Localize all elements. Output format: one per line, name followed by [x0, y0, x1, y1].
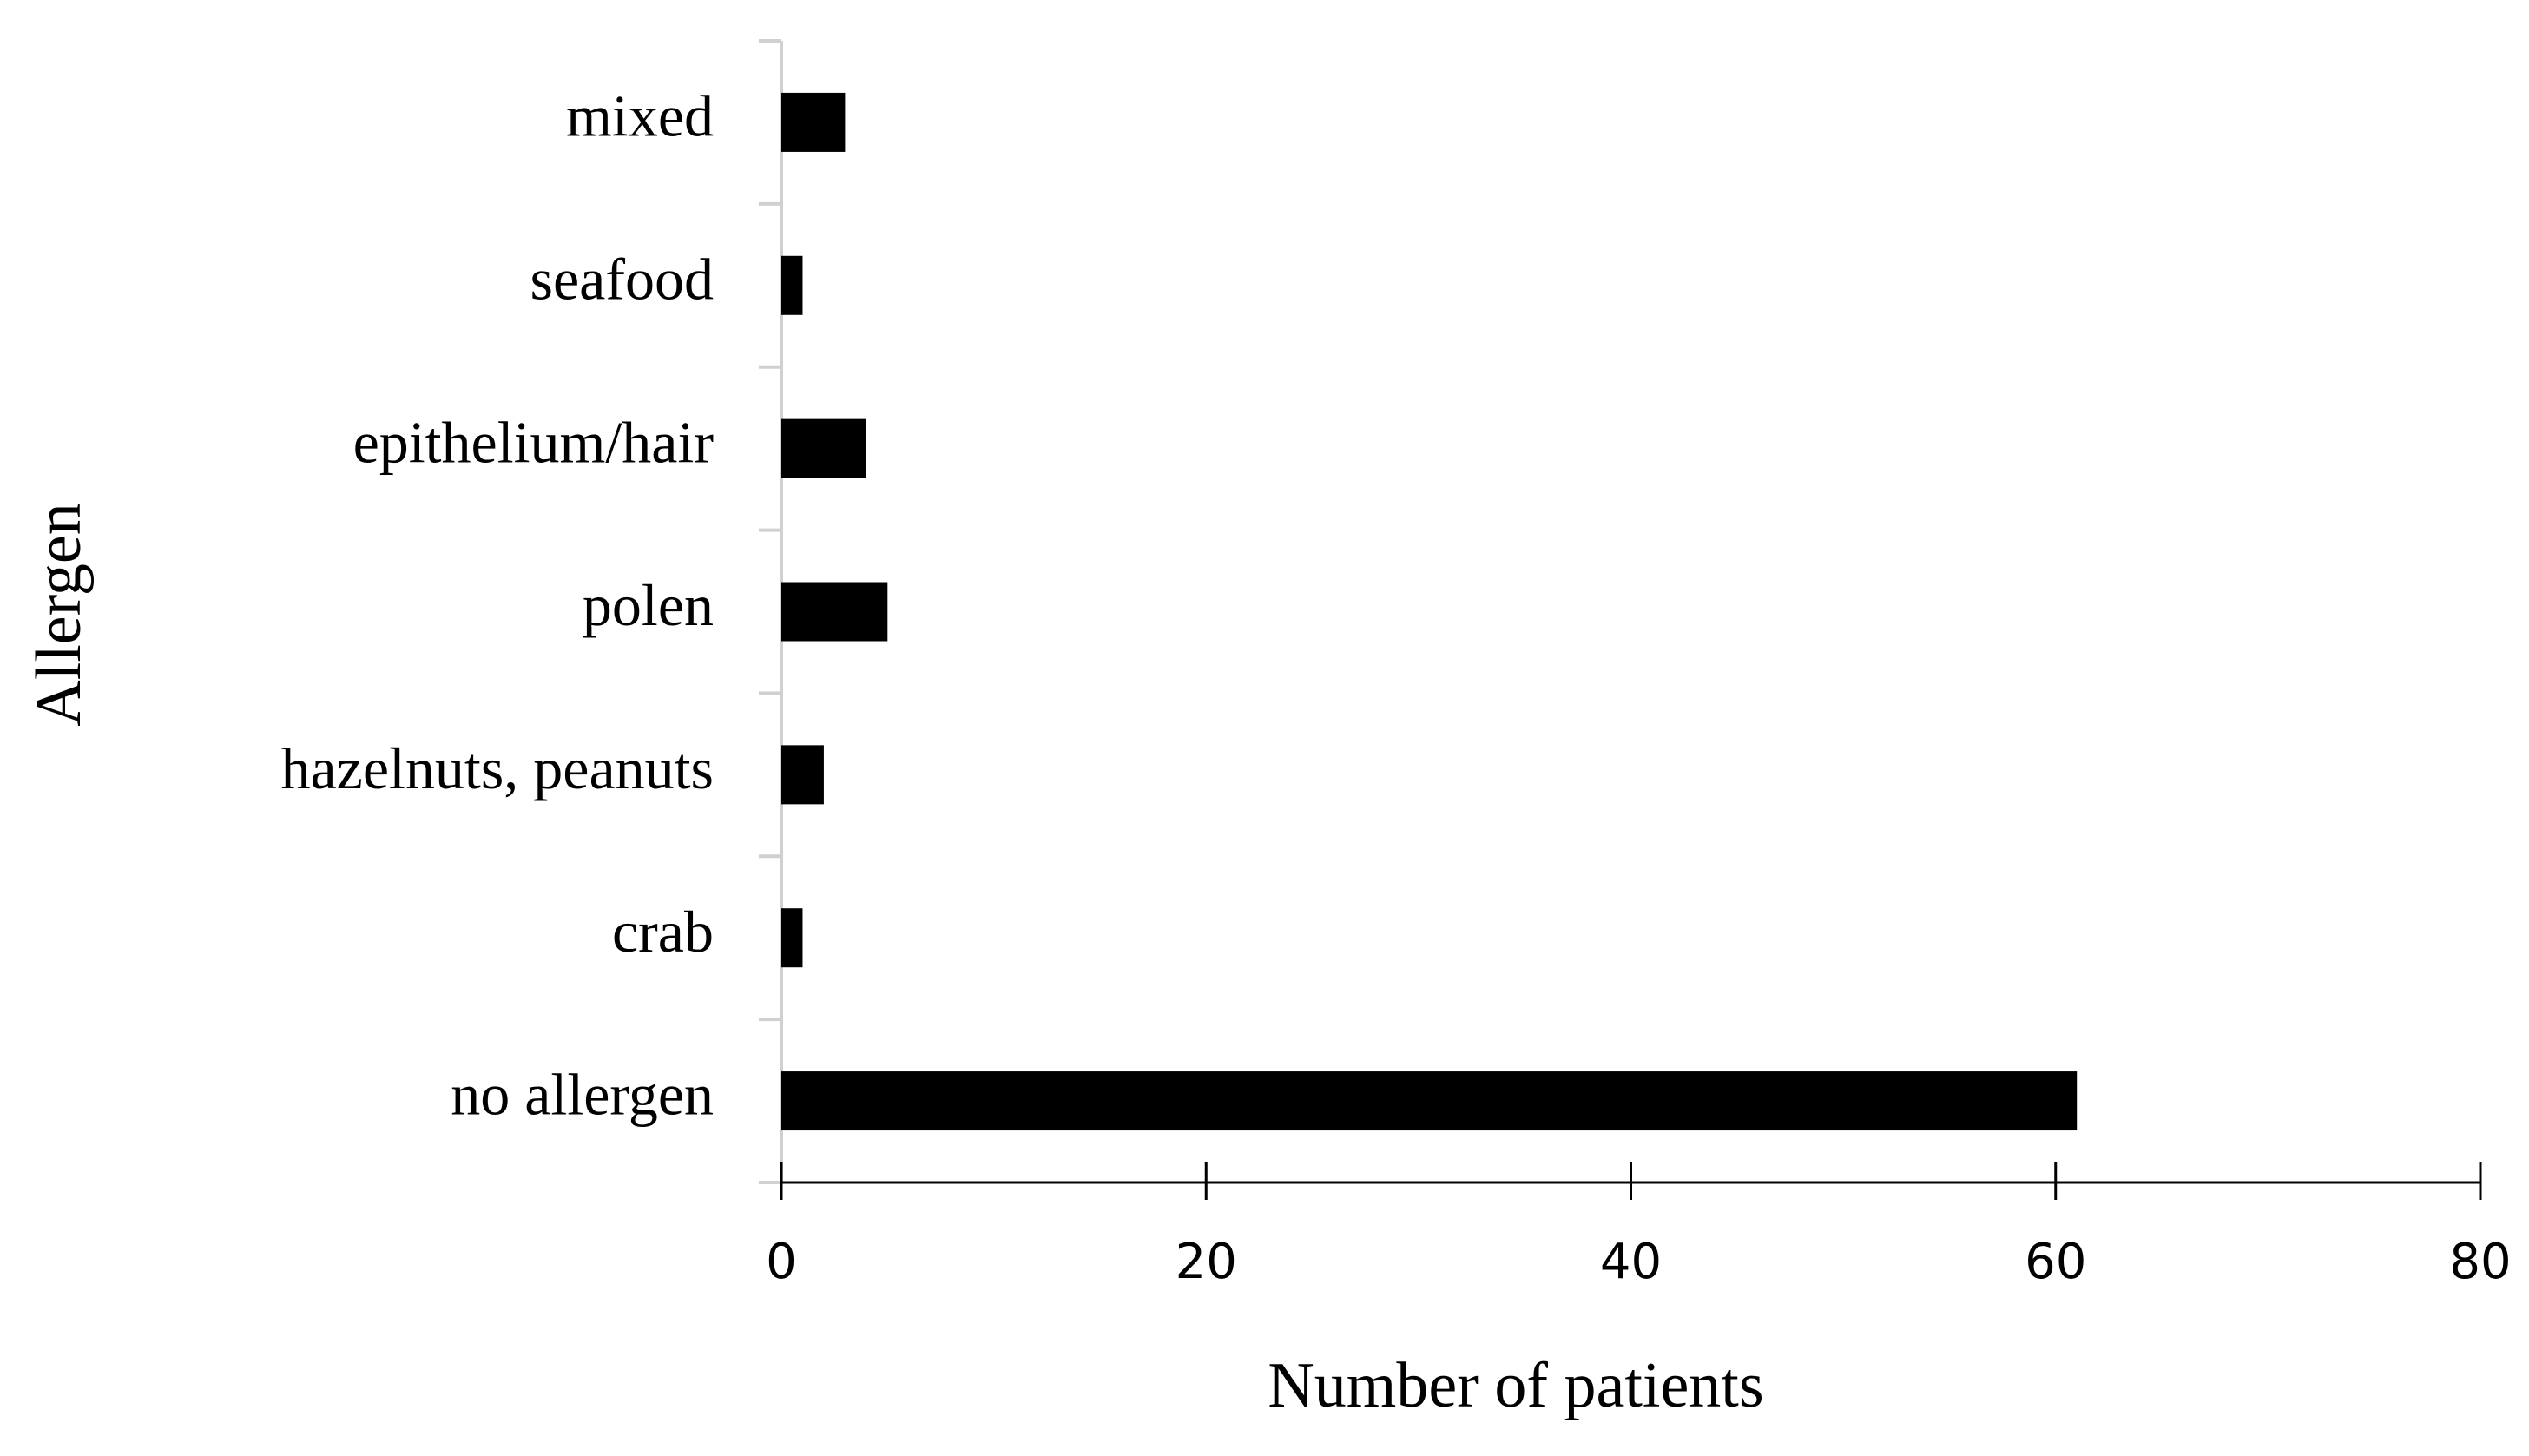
y-tick-label: mixed: [566, 83, 714, 149]
y-tick-label: seafood: [530, 246, 714, 312]
y-tick-label: hazelnuts, peanuts: [280, 735, 714, 801]
y-tick-label: crab: [612, 899, 714, 965]
bar: [781, 908, 803, 968]
x-tick-label: 20: [1176, 1234, 1237, 1290]
x-tick-label: 40: [1600, 1234, 1662, 1290]
y-tick-label: polen: [583, 572, 714, 638]
bar: [781, 1071, 2078, 1131]
bar: [781, 582, 888, 642]
x-tick-label: 80: [2449, 1234, 2511, 1290]
x-tick-label: 60: [2025, 1234, 2086, 1290]
bar: [781, 745, 824, 805]
y-axis-title: Allergen: [23, 503, 95, 727]
bar: [781, 255, 803, 315]
x-tick-label: 0: [766, 1234, 797, 1290]
bar: [781, 92, 846, 152]
bar: [781, 418, 866, 478]
y-tick-label: epithelium/hair: [353, 409, 715, 475]
y-tick-label: no allergen: [451, 1062, 714, 1128]
x-axis-title: Number of patients: [1268, 1350, 1763, 1421]
